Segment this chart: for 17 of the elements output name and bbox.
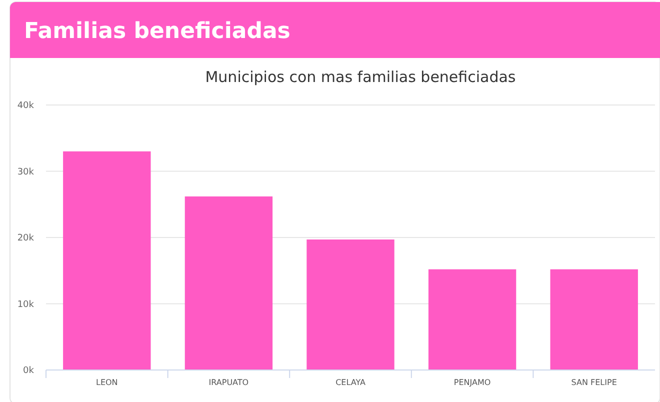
chart-subtitle: Municipios con mas familias beneficiadas [205,68,516,86]
y-tick-label: 20k [17,234,35,244]
x-tick-label: SAN FELIPE [571,378,617,387]
x-tick-label: IRAPUATO [208,378,249,387]
bar [306,239,394,370]
chart-title: Familias beneficiadas [24,19,290,44]
y-tick-label: 30k [17,167,35,178]
x-tick-label: PENJAMO [454,378,491,387]
y-tick-label: 10k [17,300,35,310]
bar [63,151,151,370]
bar [428,269,516,370]
x-tick-label: CELAYA [336,378,366,387]
bar [184,196,273,370]
y-tick-label: 40k [17,101,35,111]
y-tick-label: 0k [23,366,35,376]
x-tick-label: LEON [96,378,118,387]
bar [550,269,638,370]
